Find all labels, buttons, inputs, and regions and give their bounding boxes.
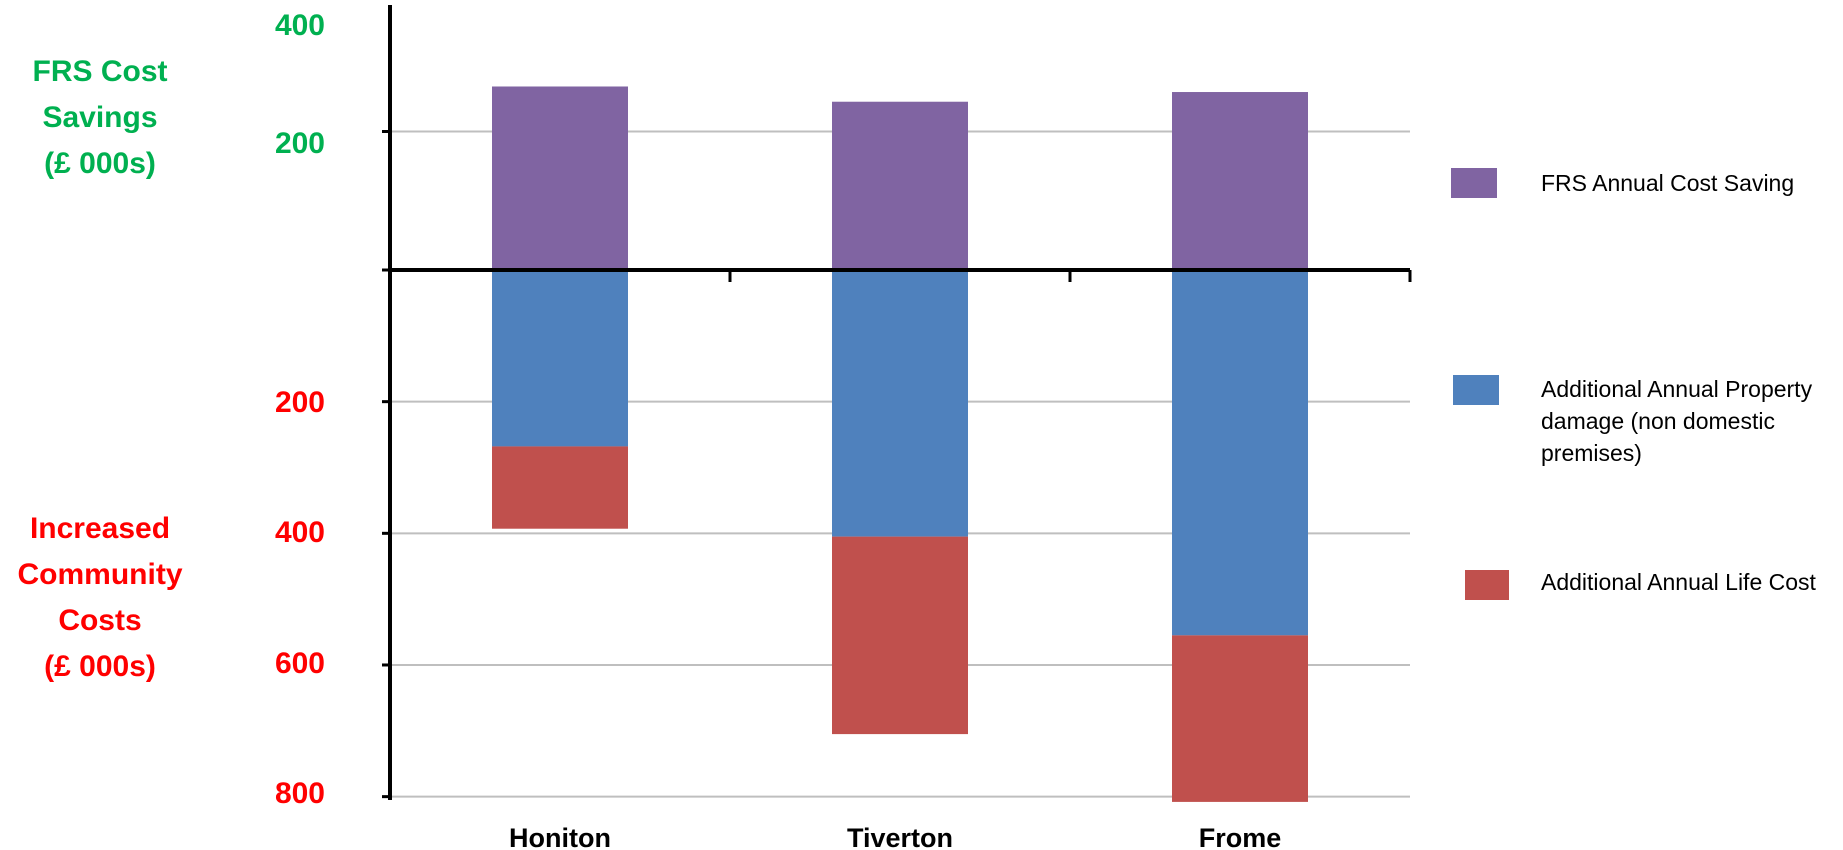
category-label-tiverton: Tiverton <box>847 823 953 850</box>
lower-axis-title-line-3: Costs <box>58 604 141 637</box>
legend-label-additional-annual-property-damage: Additional Annual Property damage (non d… <box>1541 376 1818 466</box>
y-tick-label-lower-200: 200 <box>275 386 325 419</box>
legend: FRS Annual Cost Saving Additional Annual… <box>1451 168 1818 600</box>
lower-axis-title: Increased Community Costs (£ 000s) <box>18 512 183 683</box>
lower-axis-title-line-1: Increased <box>30 512 170 545</box>
upper-axis-title-line-3: (£ 000s) <box>44 147 156 180</box>
legend-label-frs-annual-cost-saving: FRS Annual Cost Saving <box>1541 170 1794 196</box>
legend-swatch-frs-annual-cost-saving <box>1451 168 1497 198</box>
bar-frome-series-1 <box>1172 270 1308 636</box>
lower-axis-title-line-2: Community <box>18 558 183 591</box>
upper-axis-title-line-2: Savings <box>42 101 157 134</box>
category-label-frome: Frome <box>1199 823 1282 850</box>
upper-axis-title-line-1: FRS Cost <box>33 55 168 88</box>
y-tick-labels: 400 200 200 400 600 800 <box>275 9 325 810</box>
bar-tiverton-series-1 <box>832 270 968 537</box>
bar-frome-series-2 <box>1172 635 1308 802</box>
bars <box>492 86 1308 802</box>
bar-tiverton-series-0 <box>832 101 968 270</box>
y-tick-label-upper-400: 400 <box>275 9 325 42</box>
category-label-honiton: Honiton <box>509 823 611 850</box>
upper-axis-title: FRS Cost Savings (£ 000s) <box>33 55 168 180</box>
y-tick-label-lower-400: 400 <box>275 516 325 549</box>
lower-axis-title-line-4: (£ 000s) <box>44 650 156 683</box>
bar-honiton-series-0 <box>492 86 628 270</box>
legend-swatch-additional-annual-property-damage <box>1453 375 1499 405</box>
x-category-labels: Honiton Tiverton Frome <box>509 823 1281 850</box>
bar-tiverton-series-2 <box>832 536 968 735</box>
legend-label-additional-annual-life-cost: Additional Annual Life Cost <box>1541 569 1817 595</box>
bar-honiton-series-1 <box>492 270 628 447</box>
legend-swatch-additional-annual-life-cost <box>1465 570 1509 600</box>
axes <box>382 5 1412 800</box>
y-tick-label-lower-800: 800 <box>275 777 325 810</box>
bar-honiton-series-2 <box>492 446 628 529</box>
y-tick-label-lower-600: 600 <box>275 647 325 680</box>
bar-frome-series-0 <box>1172 92 1308 270</box>
y-tick-label-upper-200: 200 <box>275 127 325 160</box>
